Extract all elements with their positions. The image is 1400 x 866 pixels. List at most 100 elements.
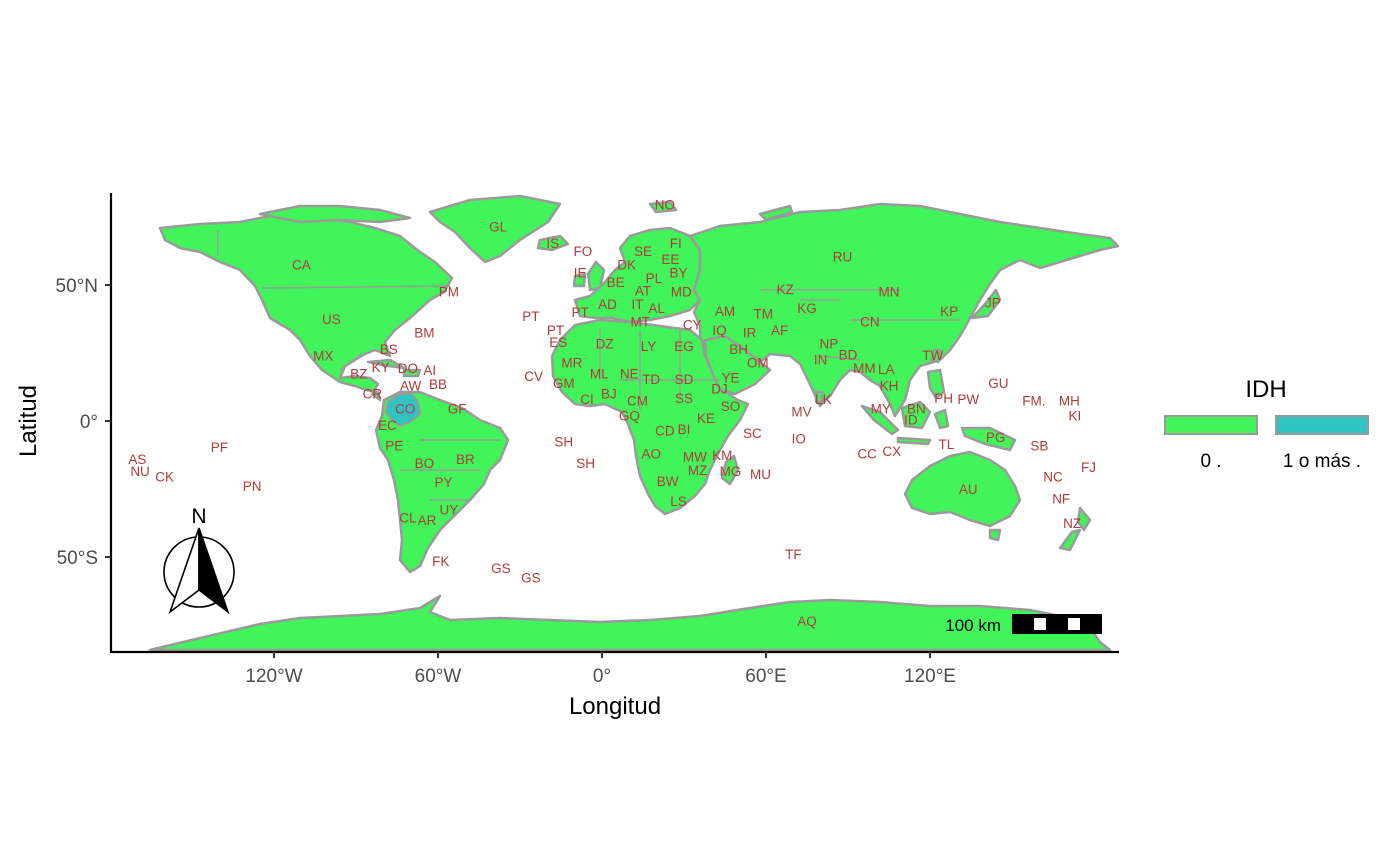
country-label-pn: PN: [243, 479, 262, 494]
country-label-mz: MZ: [688, 463, 708, 478]
country-label-aq: AQ: [797, 614, 817, 629]
country-label-tf: TF: [785, 547, 802, 562]
country-label-ck: CK: [155, 470, 174, 485]
landmass-svalbard: [648, 200, 678, 214]
country-label-ee: EE: [661, 252, 679, 267]
country-label-gm: GM: [553, 376, 575, 391]
country-label-td: TD: [642, 372, 660, 387]
country-label-mn: MN: [878, 285, 899, 300]
landmass-sulawesi: [933, 408, 950, 430]
north-arrow-label: N: [191, 505, 206, 528]
country-label-sc: SC: [743, 426, 762, 441]
country-label-bw: BW: [657, 474, 679, 489]
country-label-nf: NF: [1052, 491, 1070, 506]
country-label-cx: CX: [882, 444, 901, 459]
country-label-ph: PH: [934, 391, 953, 406]
country-label-dj: DJ: [711, 381, 728, 396]
x-tick-label: 120°W: [245, 666, 302, 687]
country-label-cv: CV: [524, 369, 543, 384]
country-label-tl: TL: [939, 437, 955, 452]
country-label-ss: SS: [675, 391, 693, 406]
country-label-pe: PE: [385, 438, 403, 453]
country-label-se: SE: [634, 244, 652, 259]
country-label-af: AF: [771, 323, 788, 338]
country-label-ke: KE: [697, 411, 715, 426]
country-label-nz: NZ: [1063, 516, 1081, 531]
country-label-ie: IE: [574, 266, 587, 281]
x-tick-label: 60°W: [415, 666, 462, 687]
country-label-sh: SH: [554, 434, 573, 449]
country-label-mt: MT: [631, 315, 651, 330]
country-label-pw: PW: [957, 392, 979, 407]
country-label-kz: KZ: [776, 282, 793, 297]
country-label-bd: BD: [839, 347, 858, 362]
landmass-australia: [903, 450, 1022, 528]
country-label-gl: GL: [489, 219, 508, 234]
scale-bar-label: 100 km: [945, 616, 1001, 635]
country-label-am: AM: [715, 304, 735, 319]
land-layer: [148, 194, 1120, 652]
country-label-fm: FM.: [1022, 394, 1045, 409]
country-label-cr: CR: [363, 387, 383, 402]
country-label-dk: DK: [617, 258, 636, 273]
country-label-au: AU: [959, 482, 978, 497]
country-label-cn: CN: [860, 315, 880, 330]
legend-title: IDH: [1245, 376, 1286, 403]
landmass-hispaniola: [402, 368, 422, 378]
scale-bar: 100 km: [945, 614, 1102, 635]
scale-bar-segment: [1034, 618, 1046, 630]
y-tick-label: 0°: [80, 412, 98, 433]
country-label-pt: PT: [547, 323, 564, 338]
x-tick-label: 60°E: [745, 666, 786, 687]
country-label-my: MY: [871, 402, 891, 417]
country-label-fj: FJ: [1081, 460, 1096, 475]
country-label-sh: SH: [576, 456, 595, 471]
landmass-arabia: [703, 334, 772, 396]
legend: IDH 0 . 1 o más .: [1164, 376, 1369, 472]
country-label-md: MD: [671, 285, 692, 300]
y-axis-ticks: 50°N 0° 50°S: [56, 276, 111, 569]
landmass-ireland: [572, 272, 587, 288]
country-label-ca: CA: [292, 258, 311, 273]
country-label-ki: KI: [1068, 408, 1081, 423]
country-borders: [217, 230, 960, 501]
landmass-sumatra: [860, 404, 900, 436]
country-label-bz: BZ: [350, 366, 367, 381]
country-label-bs: BS: [380, 342, 398, 357]
country-label-bi: BI: [678, 422, 691, 437]
landmass-britain: [586, 260, 606, 292]
x-tick-label: 120°E: [904, 666, 956, 687]
y-tick-label: 50°S: [57, 548, 98, 569]
country-label-bh: BH: [729, 342, 748, 357]
country-label-lk: LK: [815, 392, 832, 407]
country-label-it: IT: [632, 297, 644, 312]
landmass-africa: [550, 318, 750, 516]
country-label-ky: KY: [372, 360, 390, 375]
country-label-ne: NE: [620, 366, 639, 381]
legend-label-0: 0 .: [1200, 451, 1221, 472]
country-label-fo: FO: [573, 244, 592, 259]
country-label-in: IN: [814, 353, 828, 368]
landmass-arctic-islands: [258, 204, 412, 224]
country-label-tw: TW: [922, 348, 943, 363]
landmass-cuba: [366, 358, 406, 370]
country-label-at: AT: [635, 283, 651, 298]
country-label-fk: FK: [432, 554, 449, 569]
country-label-bn: BN: [907, 402, 926, 417]
country-label-gu: GU: [988, 376, 1008, 391]
country-label-mv: MV: [791, 404, 811, 419]
country-label-cc: CC: [857, 447, 877, 462]
country-label-ci: CI: [580, 392, 594, 407]
country-label-gs: GS: [521, 570, 541, 585]
country-label-id: ID: [904, 413, 918, 428]
country-label-io: IO: [792, 432, 806, 447]
country-label-ad: AD: [598, 297, 617, 312]
y-axis-title: Latitud: [15, 385, 42, 457]
country-label-mu: MU: [750, 467, 771, 482]
country-label-km: KM: [712, 448, 732, 463]
landmass-new-zealand: [1076, 506, 1092, 532]
landmass-north-america: [158, 212, 454, 402]
country-label-be: BE: [607, 275, 625, 290]
country-label-cy: CY: [683, 317, 702, 332]
